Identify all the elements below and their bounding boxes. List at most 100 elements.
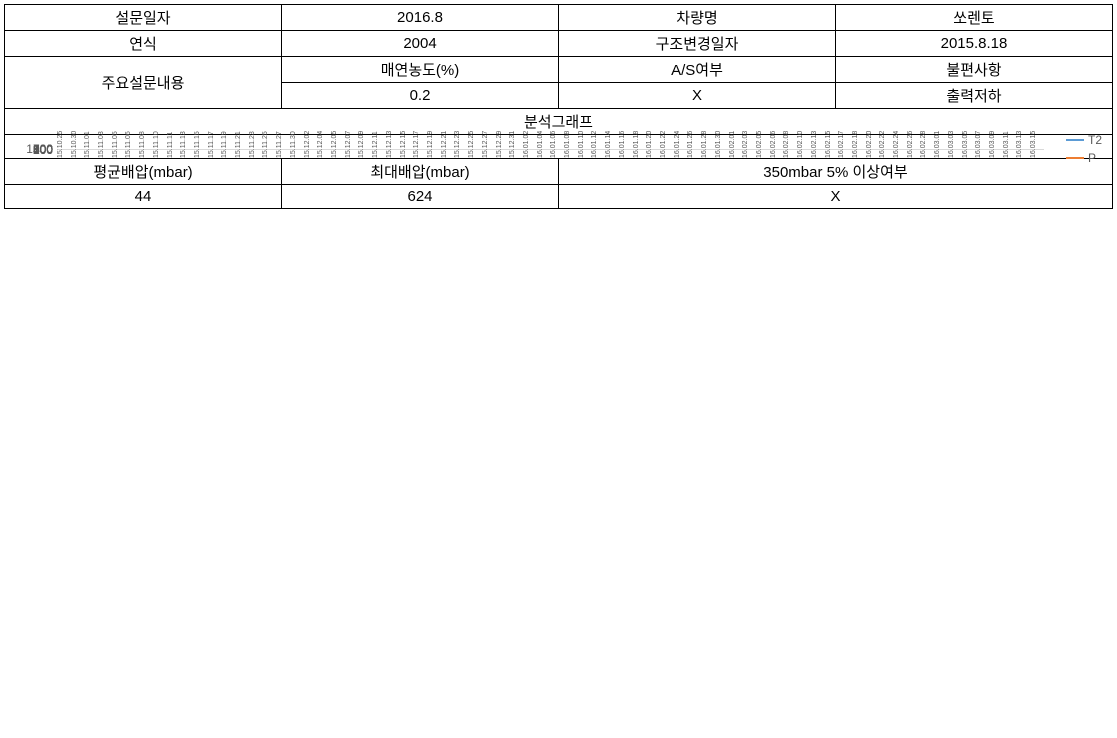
x-tick-label: 15.11.03	[98, 131, 105, 158]
cell-year-value: 2004	[282, 31, 559, 57]
x-tick-label: 15.12.02	[304, 131, 311, 158]
cell-as-label: A/S여부	[559, 57, 836, 83]
cell-vehicle-value: 쏘렌토	[836, 5, 1113, 31]
x-tick-label: 16.02.01	[729, 131, 736, 158]
x-tick-label: 15.11.15	[194, 131, 201, 158]
analysis-chart: 15.10.2515.10.3015.11.0115.11.0315.11.05…	[13, 141, 1104, 156]
cell-smoke-value: 0.2	[282, 83, 559, 109]
chart-row: 15.10.2515.10.3015.11.0115.11.0315.11.05…	[5, 135, 1113, 159]
x-tick-label: 16.01.20	[646, 131, 653, 158]
legend-item-t2: T2	[1066, 133, 1102, 147]
legend-label-p: P	[1088, 151, 1096, 165]
x-tick-label: 16.03.13	[1016, 131, 1023, 158]
x-tick-label: 15.12.11	[372, 131, 379, 158]
x-tick-label: 16.02.22	[879, 131, 886, 158]
x-tick-label: 16.01.08	[564, 131, 571, 158]
x-tick-label: 16.03.15	[1030, 131, 1037, 158]
x-tick-label: 15.11.06	[125, 131, 132, 158]
x-tick-label: 16.02.10	[797, 131, 804, 158]
header-row-2: 연식 2004 구조변경일자 2015.8.18	[5, 31, 1113, 57]
x-tick-label: 16.03.01	[934, 131, 941, 158]
x-tick-label: 16.03.09	[989, 131, 996, 158]
x-tick-label: 15.11.17	[208, 131, 215, 158]
cell-issue-value: 출력저하	[836, 83, 1113, 109]
x-tick-label: 15.10.25	[57, 131, 64, 158]
cell-issue-label: 불편사항	[836, 57, 1113, 83]
y-tick-label: 1000	[13, 142, 53, 156]
x-tick-label: 16.01.16	[619, 131, 626, 158]
x-tick-label: 15.11.08	[139, 131, 146, 158]
x-tick-label: 15.12.23	[454, 131, 461, 158]
cell-avgpress-value: 44	[5, 185, 282, 209]
x-tick-label: 15.12.29	[496, 131, 503, 158]
footer-row-2: 44 624 X	[5, 185, 1113, 209]
x-tick-label: 16.02.05	[756, 131, 763, 158]
legend-label-t2: T2	[1088, 133, 1102, 147]
x-tick-label: 15.11.30	[290, 131, 297, 158]
cell-moddate-label: 구조변경일자	[559, 31, 836, 57]
x-tick-label: 15.12.19	[427, 131, 434, 158]
x-tick-label: 15.11.19	[221, 131, 228, 158]
header-row-1: 설문일자 2016.8 차량명 쏘렌토	[5, 5, 1113, 31]
chart-legend: T2 P	[1066, 129, 1102, 169]
x-tick-label: 15.11.25	[262, 131, 269, 158]
x-tick-label: 15.12.05	[331, 131, 338, 158]
x-tick-label: 16.01.22	[660, 131, 667, 158]
x-axis-labels: 15.10.25 15.10.30 15.11.01 15.11.03 15.11.05…	[57, 124, 1044, 156]
x-tick-label: 15.11.11	[167, 132, 174, 158]
x-tick-label: 16.02.06	[770, 131, 777, 158]
x-tick-label: 16.01.10	[578, 131, 585, 158]
cell-maxpress-label: 최대배압(mbar)	[282, 159, 559, 185]
x-tick-label: 16.03.11	[1003, 131, 1010, 158]
x-tick-label: 16.01.30	[715, 131, 722, 158]
x-tick-label: 15.12.27	[482, 131, 489, 158]
x-tick-label: 15.11.13	[180, 131, 187, 158]
x-tick-label: 15.12.07	[345, 131, 352, 158]
x-tick-label: 15.12.31	[509, 131, 516, 158]
cell-survey-content-label: 주요설문내용	[5, 57, 282, 109]
x-tick-label: 15.10.30	[71, 131, 78, 158]
x-tick-label: 16.02.28	[920, 131, 927, 158]
data-table: 설문일자 2016.8 차량명 쏘렌토 연식 2004 구조변경일자 2015.…	[4, 4, 1113, 209]
cell-survey-date-value: 2016.8	[282, 5, 559, 31]
x-tick-label: 15.11.23	[249, 131, 256, 158]
x-tick-label: 15.11.21	[235, 131, 242, 158]
x-tick-label: 16.02.08	[783, 131, 790, 158]
cell-as-value: X	[559, 83, 836, 109]
x-tick-label: 16.01.24	[674, 131, 681, 158]
x-tick-label: 15.12.15	[400, 131, 407, 158]
x-tick-label: 16.01.18	[633, 131, 640, 158]
x-tick-label: 15.11.01	[84, 131, 91, 158]
x-tick-label: 16.01.06	[550, 131, 557, 158]
x-tick-label: 16.03.05	[962, 131, 969, 158]
x-tick-label: 16.01.02	[523, 131, 530, 158]
x-tick-label: 16.02.15	[825, 131, 832, 158]
legend-item-p: P	[1066, 151, 1102, 165]
x-tick-label: 16.01.14	[605, 131, 612, 158]
x-tick-label: 16.02.18	[852, 131, 859, 158]
legend-swatch-t2	[1066, 139, 1084, 141]
x-tick-label: 16.03.07	[975, 131, 982, 158]
x-tick-label: 15.12.25	[468, 131, 475, 158]
cell-avgpress-label: 평균배압(mbar)	[5, 159, 282, 185]
legend-swatch-p	[1066, 157, 1084, 159]
x-tick-label: 16.01.28	[701, 131, 708, 158]
cell-maxpress-value: 624	[282, 185, 559, 209]
x-tick-label: 16.02.24	[893, 131, 900, 158]
x-tick-label: 15.12.09	[358, 131, 365, 158]
cell-over350-value: X	[559, 185, 1113, 209]
x-tick-label: 16.01.26	[687, 131, 694, 158]
x-tick-label: 16.02.03	[742, 131, 749, 158]
x-tick-label: 15.12.04	[317, 131, 324, 158]
x-tick-label: 16.02.26	[907, 131, 914, 158]
x-tick-label: 16.03.03	[948, 131, 955, 158]
x-tick-label: 16.02.20	[866, 131, 873, 158]
cell-over350-label: 350mbar 5% 이상여부	[559, 159, 1113, 185]
x-tick-label: 15.11.10	[153, 131, 160, 158]
x-tick-label: 15.11.05	[112, 131, 119, 158]
header-row-3a: 주요설문내용 매연농도(%) A/S여부 불편사항	[5, 57, 1113, 83]
x-tick-label: 15.11.27	[276, 131, 283, 158]
cell-survey-date-label: 설문일자	[5, 5, 282, 31]
x-tick-label: 15.12.17	[413, 131, 420, 158]
x-tick-label: 16.02.13	[811, 131, 818, 158]
